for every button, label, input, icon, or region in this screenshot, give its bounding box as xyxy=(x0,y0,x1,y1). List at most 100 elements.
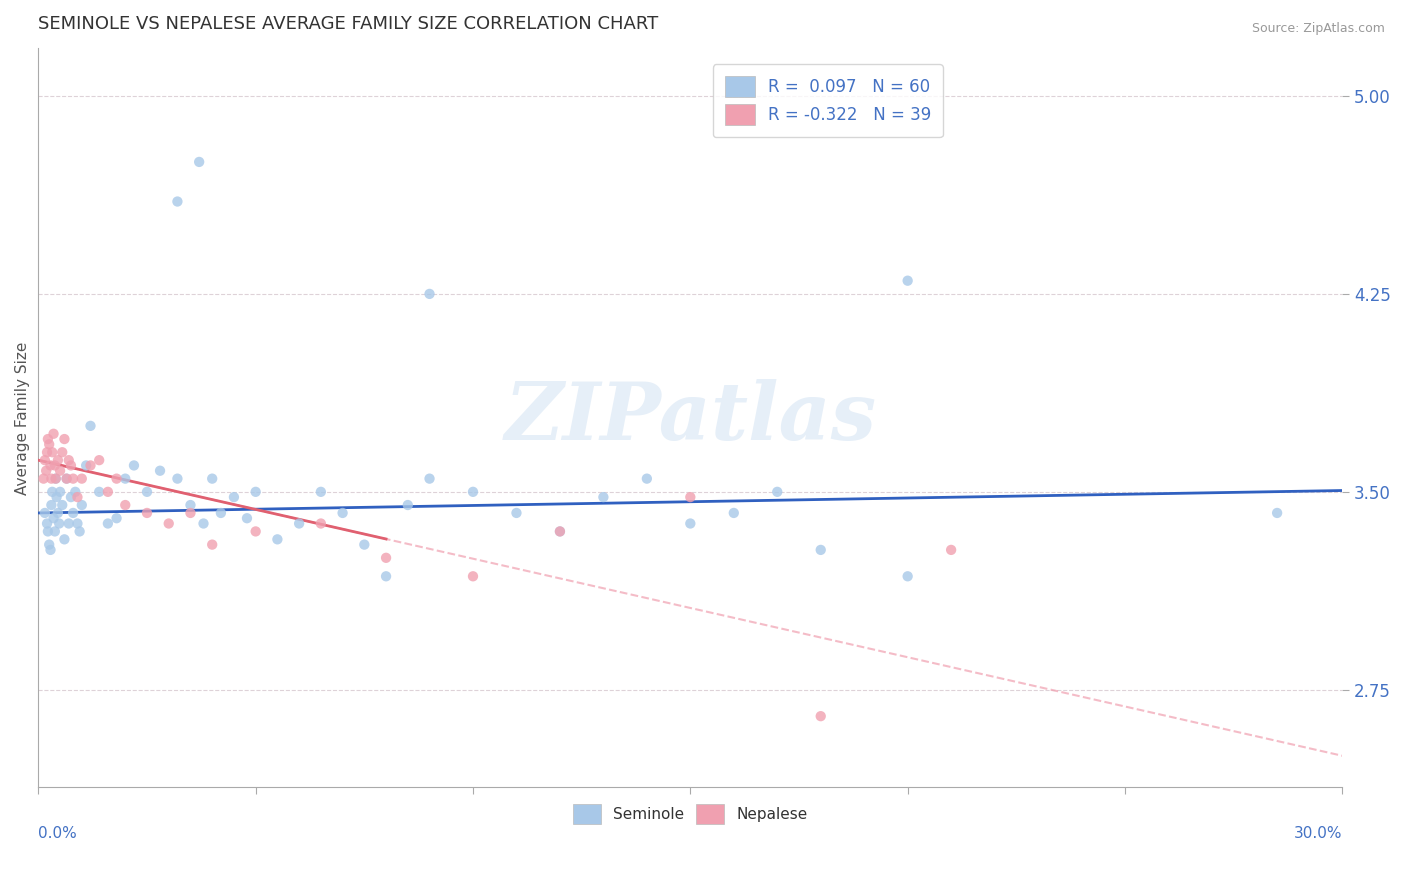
Point xyxy=(396,498,419,512)
Point xyxy=(679,490,702,504)
Point xyxy=(48,516,70,531)
Point xyxy=(122,458,145,473)
Point xyxy=(136,506,159,520)
Point xyxy=(939,542,962,557)
Point xyxy=(55,472,77,486)
Point xyxy=(105,472,128,486)
Point xyxy=(45,472,67,486)
Point xyxy=(58,516,80,531)
Point xyxy=(55,472,77,486)
Text: ZIPatlas: ZIPatlas xyxy=(505,379,876,457)
Point xyxy=(45,472,67,486)
Point xyxy=(69,524,91,539)
Text: SEMINOLE VS NEPALESE AVERAGE FAMILY SIZE CORRELATION CHART: SEMINOLE VS NEPALESE AVERAGE FAMILY SIZE… xyxy=(38,15,658,33)
Point xyxy=(810,709,832,723)
Point xyxy=(209,506,232,520)
Point xyxy=(46,506,69,520)
Point xyxy=(236,511,259,525)
Point xyxy=(35,464,58,478)
Point xyxy=(636,472,658,486)
Point xyxy=(114,498,136,512)
Point xyxy=(375,569,398,583)
Point xyxy=(548,524,571,539)
Point xyxy=(679,516,702,531)
Point xyxy=(136,484,159,499)
Point xyxy=(114,472,136,486)
Point xyxy=(266,533,288,547)
Point xyxy=(188,155,211,169)
Point xyxy=(51,498,73,512)
Point xyxy=(157,516,180,531)
Point xyxy=(58,453,80,467)
Text: 0.0%: 0.0% xyxy=(38,826,77,841)
Point xyxy=(375,550,398,565)
Point xyxy=(41,484,63,499)
Point xyxy=(41,472,63,486)
Point xyxy=(201,472,224,486)
Point xyxy=(89,484,111,499)
Point xyxy=(38,437,60,451)
Point xyxy=(53,533,76,547)
Point xyxy=(35,445,58,459)
Point xyxy=(222,490,245,504)
Point xyxy=(105,511,128,525)
Point xyxy=(149,464,172,478)
Point xyxy=(201,538,224,552)
Point xyxy=(75,458,97,473)
Legend: Seminole, Nepalese: Seminole, Nepalese xyxy=(565,797,815,831)
Point xyxy=(34,453,56,467)
Point xyxy=(39,458,62,473)
Point xyxy=(179,498,201,512)
Point xyxy=(461,569,484,583)
Point xyxy=(810,542,832,557)
Point xyxy=(309,516,332,531)
Point xyxy=(309,484,332,499)
Point xyxy=(35,516,58,531)
Point xyxy=(49,464,72,478)
Point xyxy=(46,453,69,467)
Point xyxy=(288,516,311,531)
Point xyxy=(418,472,440,486)
Point xyxy=(70,472,93,486)
Point xyxy=(70,498,93,512)
Point xyxy=(49,484,72,499)
Point xyxy=(897,274,920,288)
Point xyxy=(59,490,82,504)
Point xyxy=(32,472,55,486)
Point xyxy=(418,286,440,301)
Text: 30.0%: 30.0% xyxy=(1294,826,1343,841)
Point xyxy=(34,506,56,520)
Point xyxy=(44,524,66,539)
Point xyxy=(39,542,62,557)
Point xyxy=(548,524,571,539)
Point xyxy=(44,458,66,473)
Point xyxy=(41,445,63,459)
Point xyxy=(42,511,65,525)
Point xyxy=(38,538,60,552)
Point xyxy=(97,484,120,499)
Point xyxy=(179,506,201,520)
Point xyxy=(51,445,73,459)
Point xyxy=(505,506,527,520)
Point xyxy=(62,472,84,486)
Point xyxy=(62,506,84,520)
Point xyxy=(53,432,76,446)
Point xyxy=(723,506,745,520)
Point xyxy=(37,432,59,446)
Point xyxy=(166,472,188,486)
Point xyxy=(42,426,65,441)
Point xyxy=(97,516,120,531)
Point xyxy=(592,490,614,504)
Y-axis label: Average Family Size: Average Family Size xyxy=(15,342,30,495)
Point xyxy=(766,484,789,499)
Point xyxy=(37,524,59,539)
Point xyxy=(245,524,267,539)
Point xyxy=(59,458,82,473)
Text: Source: ZipAtlas.com: Source: ZipAtlas.com xyxy=(1251,22,1385,36)
Point xyxy=(66,516,89,531)
Point xyxy=(45,490,67,504)
Point xyxy=(897,569,920,583)
Point xyxy=(353,538,375,552)
Point xyxy=(245,484,267,499)
Point xyxy=(66,490,89,504)
